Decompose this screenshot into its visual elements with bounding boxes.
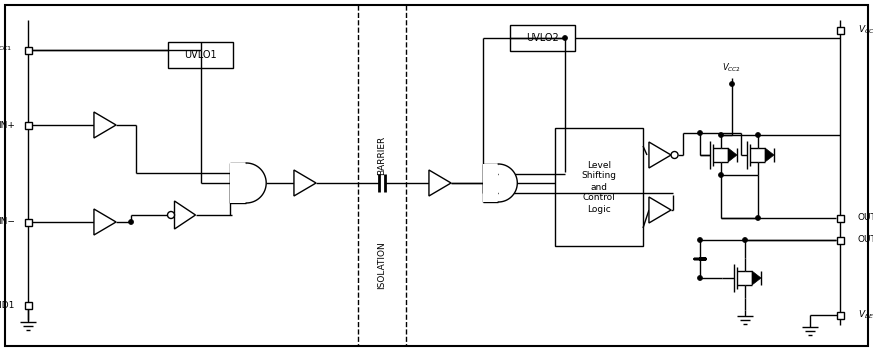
Circle shape [562, 35, 567, 40]
Text: ISOLATION: ISOLATION [377, 241, 387, 289]
Polygon shape [175, 201, 196, 229]
Text: IN−: IN− [0, 218, 15, 226]
Circle shape [168, 212, 175, 219]
Text: $V_{CC1}$: $V_{CC1}$ [0, 41, 12, 53]
Polygon shape [483, 164, 518, 202]
Circle shape [698, 238, 703, 243]
Text: and: and [590, 183, 608, 192]
Text: IN+: IN+ [0, 120, 15, 130]
Text: $V_{CC2}$: $V_{CC2}$ [723, 62, 741, 74]
Text: Logic: Logic [588, 205, 611, 213]
Text: Shifting: Shifting [581, 172, 616, 180]
Text: Level: Level [587, 160, 611, 170]
Bar [555, 128, 643, 246]
Bar [24, 46, 31, 53]
Circle shape [698, 131, 703, 135]
Polygon shape [94, 112, 116, 138]
Bar [358, 5, 406, 346]
Text: UVLO1: UVLO1 [184, 50, 217, 60]
Polygon shape [230, 163, 266, 203]
Circle shape [730, 81, 734, 86]
Bar [836, 214, 843, 221]
Text: BARRIER: BARRIER [377, 135, 387, 175]
Circle shape [128, 219, 134, 225]
Polygon shape [294, 170, 316, 196]
Circle shape [698, 276, 703, 280]
Bar [836, 26, 843, 33]
Text: OUTH: OUTH [858, 213, 873, 223]
Polygon shape [728, 148, 737, 162]
Polygon shape [765, 148, 774, 162]
Bar [24, 121, 31, 128]
Text: $V_{EE2}$: $V_{EE2}$ [858, 309, 873, 321]
Text: $V_{CC2}$: $V_{CC2}$ [858, 24, 873, 36]
Circle shape [718, 172, 724, 178]
Circle shape [743, 238, 747, 243]
Polygon shape [429, 170, 451, 196]
Text: Control: Control [582, 193, 615, 203]
Polygon shape [649, 142, 671, 168]
Text: GND1: GND1 [0, 300, 15, 310]
Circle shape [755, 132, 760, 138]
Circle shape [718, 132, 724, 138]
Text: UVLO2: UVLO2 [526, 33, 559, 43]
Bar [24, 219, 31, 225]
Circle shape [671, 152, 678, 159]
Text: OUTL: OUTL [858, 236, 873, 245]
Bar [836, 237, 843, 244]
Polygon shape [649, 197, 671, 223]
Bar [836, 311, 843, 318]
Circle shape [755, 216, 760, 220]
Bar [510, 25, 575, 51]
Bar [168, 42, 233, 68]
Bar [24, 302, 31, 309]
Polygon shape [752, 271, 761, 285]
Polygon shape [94, 209, 116, 235]
